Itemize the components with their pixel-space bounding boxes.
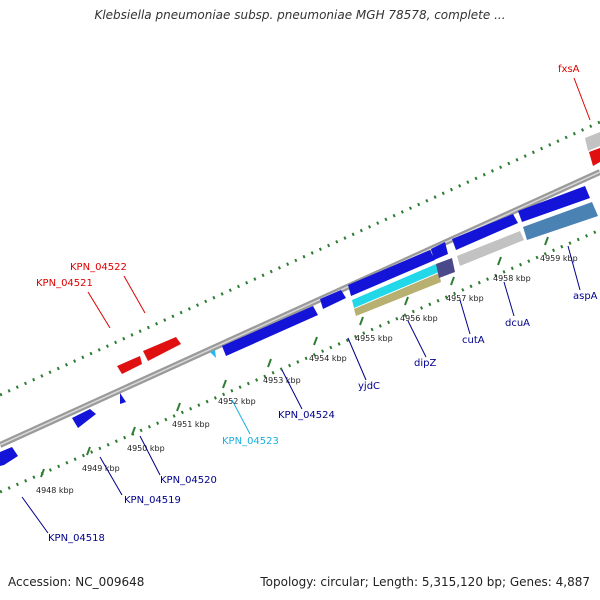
gene-label-leader bbox=[503, 281, 515, 317]
tick-mark bbox=[404, 296, 409, 306]
tick-label: 4959 kbp bbox=[540, 254, 578, 263]
forward-strand-genes bbox=[0, 186, 598, 466]
gene-kpn04522[interactable] bbox=[143, 337, 181, 361]
gene-label[interactable]: KPN_04524 bbox=[278, 410, 335, 421]
gene-labels: fxsA KPN_04522 KPN_04521 KPN_04518 KPN_04519… bbox=[21, 64, 598, 544]
gene-label[interactable]: KPN_04522 bbox=[70, 262, 127, 273]
tick-mark bbox=[131, 426, 136, 436]
gene-label[interactable]: dcuA bbox=[505, 318, 530, 329]
gene-label[interactable]: KPN_04520 bbox=[160, 475, 217, 486]
gene-label[interactable]: KPN_04518 bbox=[48, 533, 105, 544]
tick-mark bbox=[222, 379, 227, 389]
feature-cyan[interactable] bbox=[352, 264, 439, 308]
genome-summary-text: Topology: circular; Length: 5,315,120 bp… bbox=[260, 575, 590, 589]
gene-kpn04519[interactable] bbox=[72, 409, 96, 428]
gene-label-leader bbox=[87, 291, 111, 329]
tick-mark bbox=[359, 316, 364, 326]
gene-label-leader bbox=[139, 435, 161, 476]
gene-kpn04521[interactable] bbox=[117, 356, 142, 374]
tick-label: 4952 kbp bbox=[218, 397, 256, 406]
gene-cutA[interactable] bbox=[452, 214, 518, 250]
tick-label: 4956 kbp bbox=[400, 314, 438, 323]
tick-label: 4955 kbp bbox=[355, 334, 393, 343]
tick-label: 4949 kbp bbox=[82, 464, 120, 473]
feature-steel[interactable] bbox=[523, 202, 598, 240]
gene-label[interactable]: fxsA bbox=[558, 64, 580, 75]
gene-label-leader bbox=[407, 320, 427, 358]
gene-label[interactable]: KPN_04519 bbox=[124, 495, 181, 506]
gene-label[interactable]: KPN_04523 bbox=[222, 436, 279, 447]
gene-dipZ[interactable] bbox=[348, 250, 435, 296]
accession-text: Accession: NC_009648 bbox=[8, 575, 145, 589]
tick-label: 4951 kbp bbox=[172, 420, 210, 429]
gene-label-leader bbox=[231, 399, 251, 435]
gene-kpn04523[interactable] bbox=[210, 350, 216, 358]
gene-label-leader bbox=[573, 77, 591, 121]
tick-mark bbox=[176, 402, 181, 412]
tick-mark bbox=[497, 256, 502, 266]
pseudo-gene-grey[interactable] bbox=[457, 231, 524, 266]
gene-kpn04520[interactable] bbox=[120, 393, 126, 404]
tick-mark bbox=[313, 336, 318, 346]
gene-label-leader bbox=[99, 456, 123, 496]
tick-label: 4958 kbp bbox=[493, 274, 531, 283]
gene-label[interactable]: dipZ bbox=[414, 358, 436, 369]
gene-yjdC[interactable] bbox=[320, 290, 346, 309]
map-title: Klebsiella pneumoniae subsp. pneumoniae … bbox=[94, 8, 506, 22]
reverse-strand-genes bbox=[117, 132, 600, 374]
tick-label: 4948 kbp bbox=[36, 486, 74, 495]
gene-dipZ-small[interactable] bbox=[431, 242, 448, 260]
gene-label-leader bbox=[347, 337, 367, 381]
feature-dark[interactable] bbox=[436, 258, 455, 278]
gene-label-leader bbox=[567, 245, 581, 291]
gene-label[interactable]: cutA bbox=[462, 335, 485, 346]
gene-kpn04518[interactable] bbox=[0, 447, 18, 466]
gene-label-leader bbox=[21, 496, 49, 534]
gene-fxsA[interactable] bbox=[589, 148, 600, 166]
tick-label: 4953 kbp bbox=[263, 376, 301, 385]
gene-label[interactable]: aspA bbox=[573, 291, 598, 302]
gene-kpn04524[interactable] bbox=[222, 306, 318, 356]
feature-tan[interactable] bbox=[354, 273, 441, 316]
gene-label-leader bbox=[281, 369, 303, 410]
gene-label-leader bbox=[123, 275, 146, 314]
outer-tick-track bbox=[0, 120, 600, 397]
tick-mark bbox=[450, 276, 455, 286]
gene-label[interactable]: KPN_04521 bbox=[36, 278, 93, 289]
gene-label-leader bbox=[459, 299, 471, 335]
tick-mark bbox=[544, 236, 549, 246]
tick-label: 4957 kbp bbox=[446, 294, 484, 303]
tick-mark bbox=[267, 358, 272, 368]
tick-mark bbox=[86, 446, 91, 456]
gene-dcuA[interactable] bbox=[518, 186, 590, 222]
tick-mark bbox=[40, 468, 45, 478]
gene-pseudo-top[interactable] bbox=[585, 132, 600, 151]
inner-tick-track bbox=[0, 228, 600, 494]
tick-label: 4954 kbp bbox=[309, 354, 347, 363]
gene-label[interactable]: yjdC bbox=[358, 381, 380, 392]
genome-backbone-highlight bbox=[0, 171, 600, 446]
